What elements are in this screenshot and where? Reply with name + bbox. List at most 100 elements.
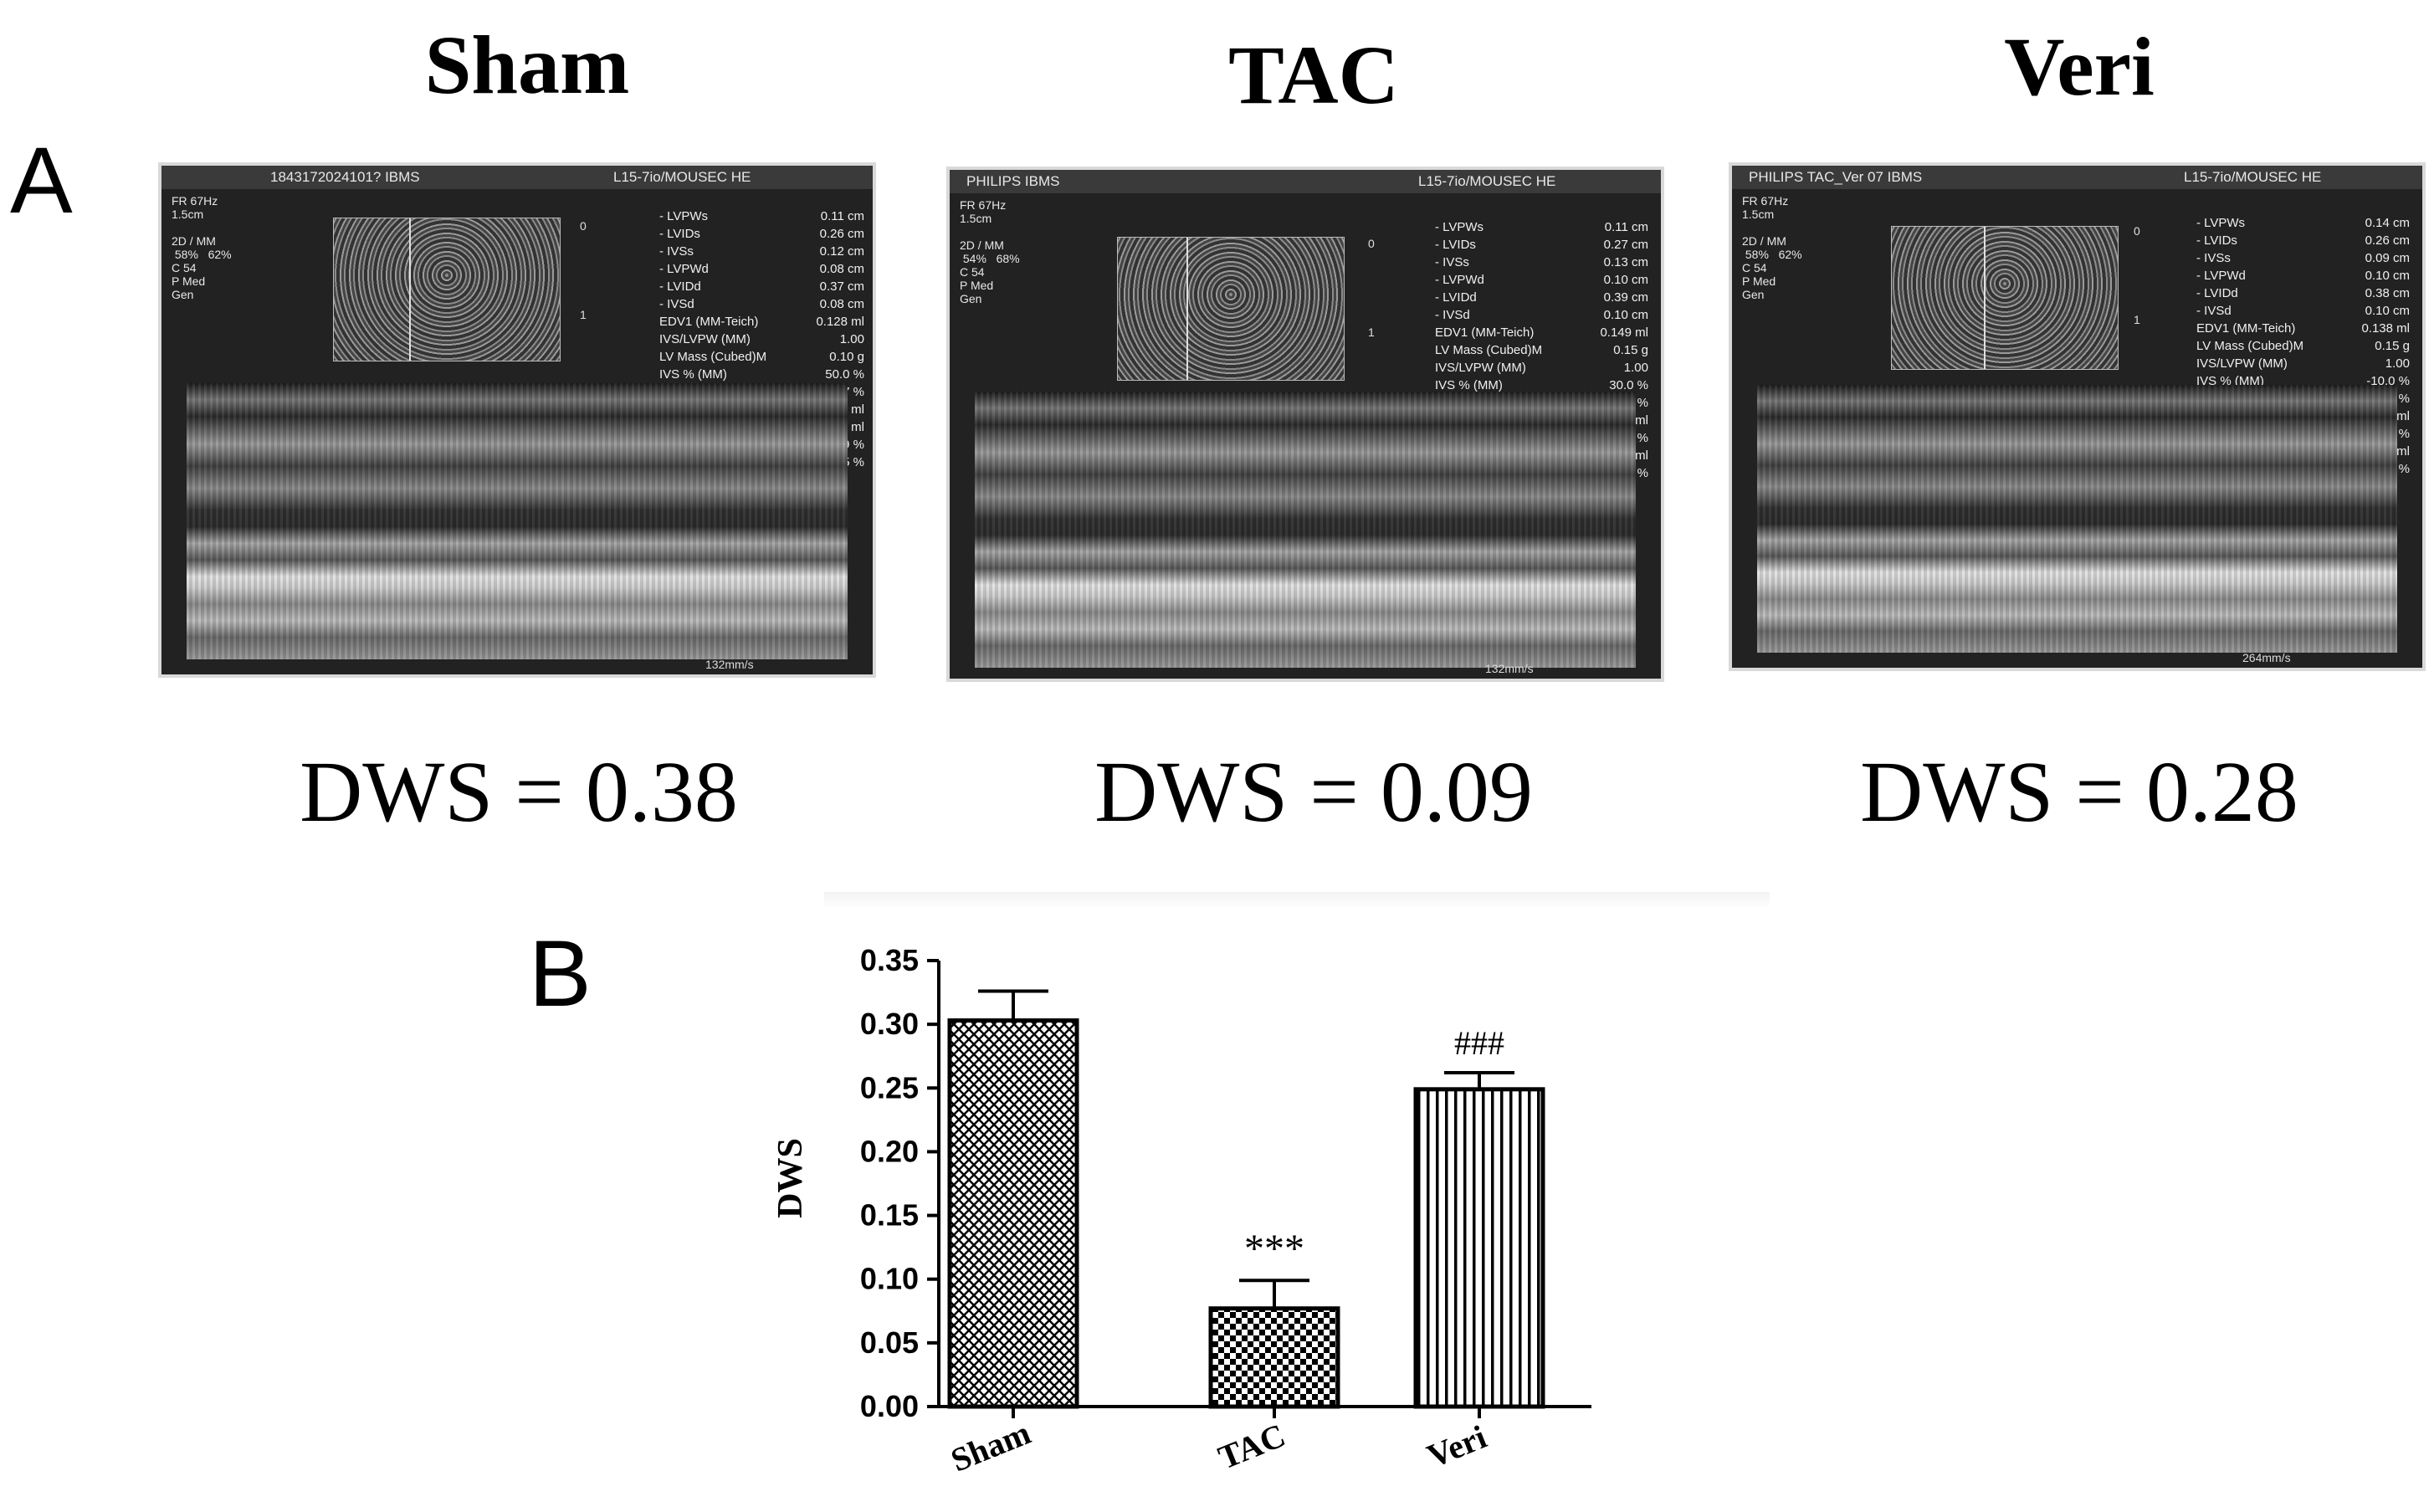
measurement-label: - IVSd bbox=[2196, 304, 2232, 318]
echo-settings: FR 67Hz 1.5cm 2D / MM 58% 62% C 54 P Med… bbox=[1742, 194, 1802, 301]
measurement-value: 0.27 cm bbox=[1603, 238, 1648, 252]
measurement-label: IVS/LVPW (MM) bbox=[2196, 356, 2288, 371]
measurement-row: - IVSd 0.08 cm bbox=[659, 295, 864, 313]
y-tick-label: 0.15 bbox=[860, 1198, 919, 1233]
x-tick-label: Sham bbox=[945, 1413, 1036, 1479]
measurement-row: IVS/LVPW (MM) 1.00 bbox=[1435, 359, 1648, 377]
echo-2d-image bbox=[1117, 237, 1345, 381]
measurement-label: - LVIDd bbox=[659, 279, 701, 294]
significance-annotation: *** bbox=[1244, 1227, 1304, 1271]
measurement-label: - LVPWs bbox=[659, 209, 709, 223]
measurement-label: - IVSd bbox=[1435, 308, 1470, 322]
measurement-label: LV Mass (Cubed)M bbox=[2196, 339, 2304, 353]
measurement-label: LV Mass (Cubed)M bbox=[659, 350, 767, 364]
bar-tac bbox=[1208, 1306, 1340, 1409]
m-mode-trace bbox=[1757, 385, 2397, 653]
y-tick-label: 0.30 bbox=[860, 1007, 919, 1041]
measurement-value: 50.0 % bbox=[825, 367, 864, 382]
measurement-value: 0.08 cm bbox=[819, 297, 864, 311]
chart-top-shade bbox=[824, 892, 1770, 909]
depth-marker-top: 0 bbox=[580, 219, 587, 233]
echo-settings: FR 67Hz 1.5cm 2D / MM 54% 68% C 54 P Med… bbox=[960, 198, 1020, 305]
measurement-value: 0.10 cm bbox=[2365, 269, 2410, 283]
measurement-label: - LVIDs bbox=[2196, 233, 2237, 248]
measurement-value: 0.11 cm bbox=[820, 209, 864, 223]
dws-value-veri: DWS = 0.28 bbox=[1860, 744, 2298, 840]
y-tick-label: 0.00 bbox=[860, 1389, 919, 1423]
depth-marker-1: 1 bbox=[2134, 313, 2140, 326]
m-line-cursor bbox=[1186, 238, 1188, 380]
measurement-value: 0.11 cm bbox=[1604, 220, 1648, 234]
group-title-sham: Sham bbox=[424, 18, 630, 111]
echo-header-right: L15-7io/MOUSEC HE bbox=[2184, 169, 2322, 185]
measurement-value: 0.15 g bbox=[1613, 343, 1648, 357]
measurement-value: 30.0 % bbox=[1609, 378, 1648, 392]
echo-2d-image bbox=[333, 218, 561, 361]
sweep-speed: 132mm/s bbox=[1485, 662, 1534, 675]
measurement-label: - IVSd bbox=[659, 297, 694, 311]
measurement-row: LV Mass (Cubed)M 0.15 g bbox=[2196, 337, 2410, 355]
measurement-row: - IVSd 0.10 cm bbox=[2196, 302, 2410, 320]
measurement-row: - LVIDd 0.37 cm bbox=[659, 278, 864, 295]
echo-header-right: L15-7io/MOUSEC HE bbox=[1418, 173, 1556, 189]
echo-header: PHILIPS IBMS L15-7io/MOUSEC HE bbox=[950, 170, 1661, 193]
measurement-value: 1.00 bbox=[2385, 356, 2410, 371]
measurement-label: - IVSs bbox=[659, 244, 694, 259]
echo-2d-image bbox=[1891, 226, 2119, 370]
measurement-value: 0.10 g bbox=[829, 350, 864, 364]
echo-image-veri: PHILIPS TAC_Ver 07 IBMS L15-7io/MOUSEC H… bbox=[1732, 166, 2422, 668]
measurement-label: - IVSs bbox=[1435, 255, 1469, 269]
measurement-label: - LVIDs bbox=[659, 227, 700, 241]
measurement-row: LV Mass (Cubed)M 0.15 g bbox=[1435, 341, 1648, 359]
group-title-veri: Veri bbox=[2004, 20, 2155, 113]
measurement-value: 0.38 cm bbox=[2365, 286, 2410, 300]
x-tick-label: TAC bbox=[1213, 1416, 1290, 1476]
measurement-label: - LVIDd bbox=[1435, 290, 1477, 305]
measurement-value: 0.37 cm bbox=[819, 279, 864, 294]
measurement-value: 0.10 cm bbox=[1603, 308, 1648, 322]
measurement-value: 1.00 bbox=[1623, 361, 1648, 375]
y-tick-label: 0.35 bbox=[860, 943, 919, 977]
measurement-row: EDV1 (MM-Teich) 0.138 ml bbox=[2196, 320, 2410, 337]
measurement-row: - LVPWd 0.10 cm bbox=[1435, 271, 1648, 289]
panel-b-letter: B bbox=[529, 921, 592, 1026]
measurement-label: - IVSs bbox=[2196, 251, 2231, 265]
measurement-label: EDV1 (MM-Teich) bbox=[1435, 325, 1535, 340]
measurement-row: - LVPWs 0.11 cm bbox=[659, 208, 864, 225]
group-title-tac: TAC bbox=[1228, 28, 1399, 121]
measurement-row: IVS % (MM) 50.0 % bbox=[659, 366, 864, 383]
measurement-label: EDV1 (MM-Teich) bbox=[659, 315, 759, 329]
y-tick-label: 0.20 bbox=[860, 1134, 919, 1168]
measurement-row: - LVIDd 0.39 cm bbox=[1435, 289, 1648, 306]
x-tick-label: Veri bbox=[1422, 1417, 1491, 1475]
measurement-label: - LVPWd bbox=[2196, 269, 2246, 283]
measurement-row: IVS % (MM) -10.0 % bbox=[2196, 372, 2410, 390]
measurement-row: - IVSd 0.10 cm bbox=[1435, 306, 1648, 324]
measurement-label: - LVPWs bbox=[1435, 220, 1484, 234]
measurement-label: - LVPWd bbox=[659, 262, 709, 276]
depth-marker-top: 0 bbox=[1368, 237, 1375, 250]
measurement-row: - IVSs 0.13 cm bbox=[1435, 254, 1648, 271]
measurement-row: - LVIDs 0.26 cm bbox=[659, 225, 864, 243]
measurement-row: - LVIDs 0.27 cm bbox=[1435, 236, 1648, 254]
measurement-row: - LVPWd 0.10 cm bbox=[2196, 267, 2410, 284]
echo-header-left: 1843172024101? IBMS bbox=[270, 169, 420, 185]
measurement-label: EDV1 (MM-Teich) bbox=[2196, 321, 2296, 336]
measurement-label: LV Mass (Cubed)M bbox=[1435, 343, 1543, 357]
measurement-label: IVS/LVPW (MM) bbox=[1435, 361, 1526, 375]
echo-header: PHILIPS TAC_Ver 07 IBMS L15-7io/MOUSEC H… bbox=[1732, 166, 2422, 189]
measurement-value: 0.09 cm bbox=[2365, 251, 2410, 265]
depth-marker-1: 1 bbox=[580, 308, 587, 321]
y-tick-label: 0.25 bbox=[860, 1070, 919, 1105]
echo-image-tac: PHILIPS IBMS L15-7io/MOUSEC HE FR 67Hz 1… bbox=[950, 170, 1661, 679]
echo-settings: FR 67Hz 1.5cm 2D / MM 58% 62% C 54 P Med… bbox=[172, 194, 232, 301]
panel-a-letter: A bbox=[10, 128, 73, 233]
sweep-speed: 132mm/s bbox=[705, 658, 754, 671]
measurement-label: - LVIDd bbox=[2196, 286, 2238, 300]
sweep-speed: 264mm/s bbox=[2242, 651, 2291, 664]
measurement-label: - LVIDs bbox=[1435, 238, 1476, 252]
measurement-label: - LVPWs bbox=[2196, 216, 2246, 230]
measurement-row: - IVSs 0.12 cm bbox=[659, 243, 864, 260]
bar-sham bbox=[947, 1018, 1079, 1409]
measurement-value: 1.00 bbox=[839, 332, 864, 346]
